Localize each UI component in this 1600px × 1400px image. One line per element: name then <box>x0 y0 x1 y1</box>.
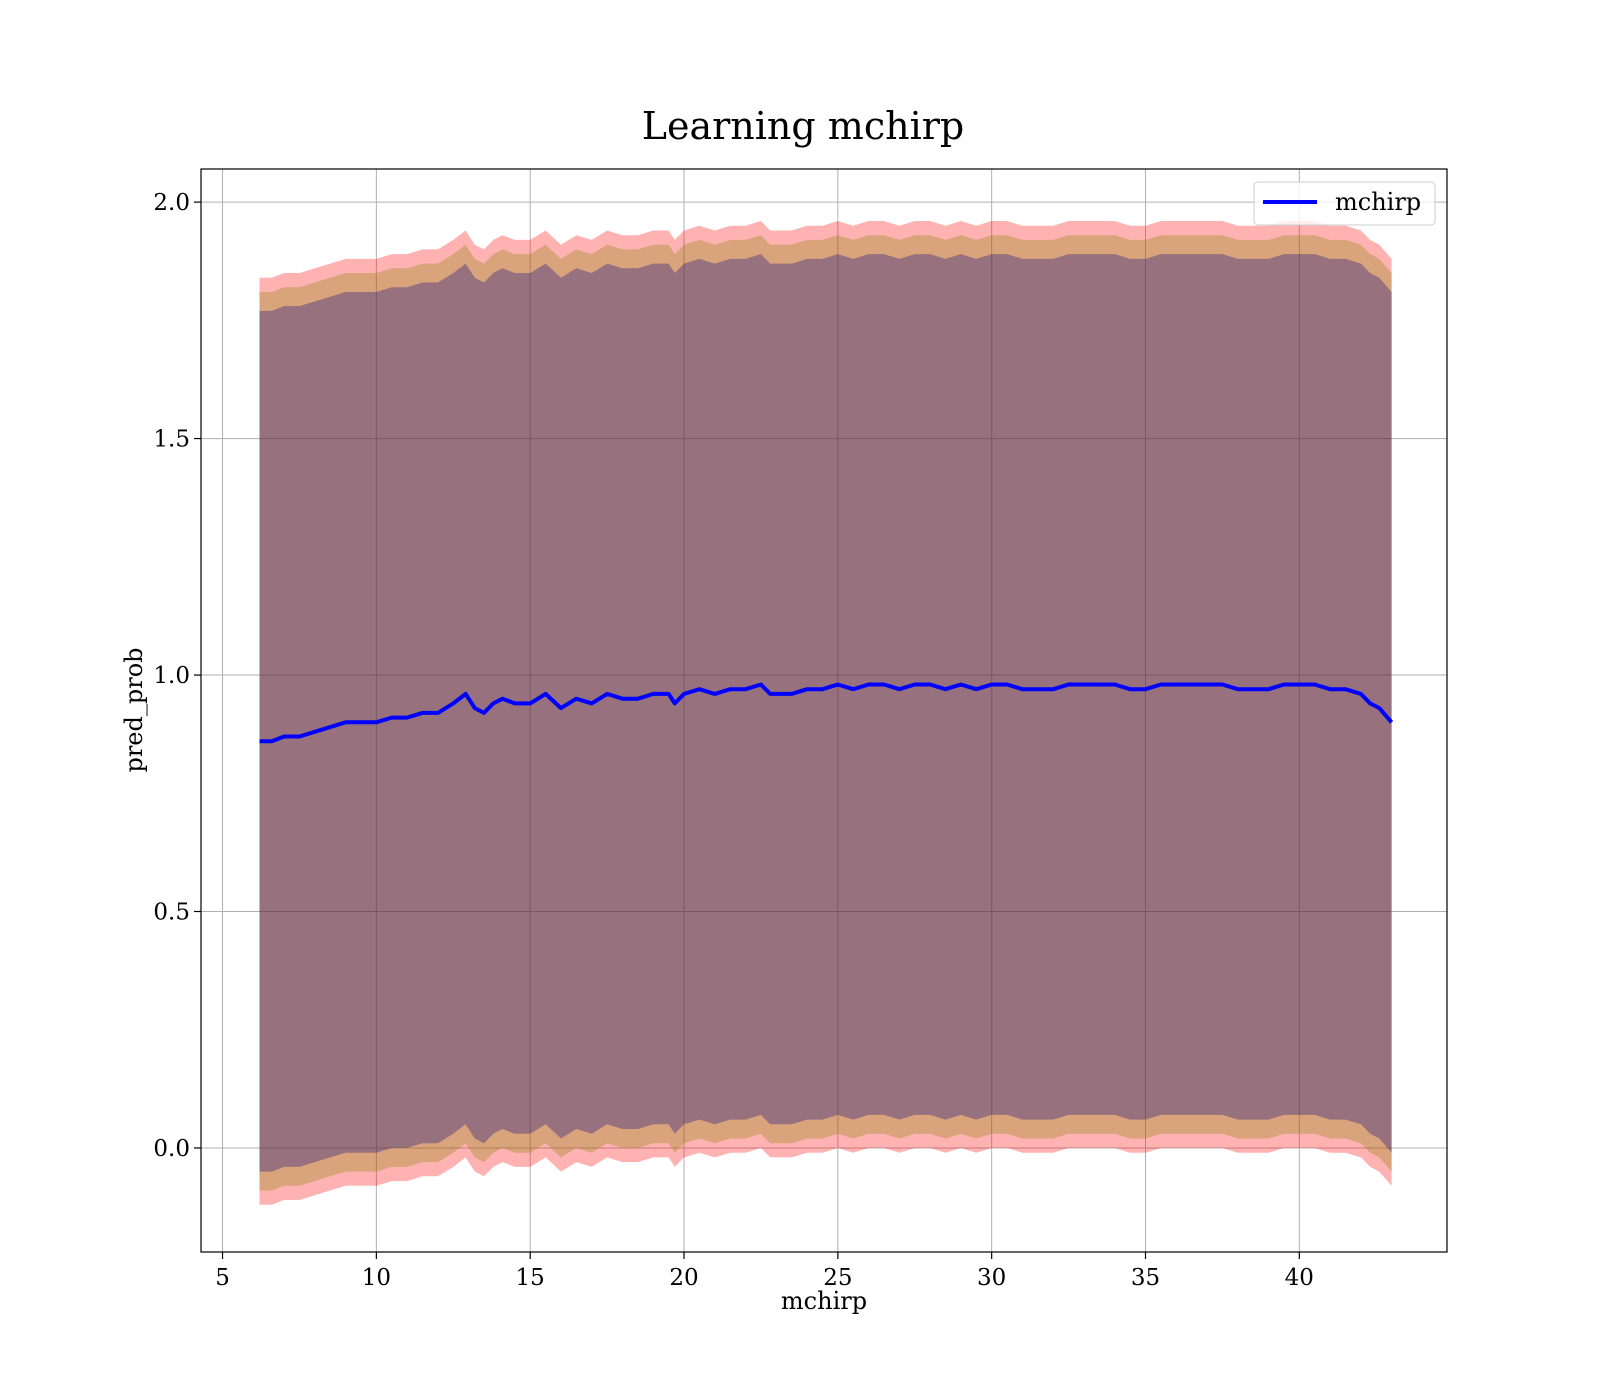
x-tick-label: 20 <box>669 1265 698 1291</box>
y-tick-label: 0.5 <box>153 899 190 925</box>
x-tick-label: 25 <box>823 1265 852 1291</box>
x-tick-label: 35 <box>1131 1265 1160 1291</box>
y-tick-label: 1.0 <box>153 663 190 689</box>
y-axis-label: pred_prob <box>120 647 148 772</box>
legend-label-mchirp: mchirp <box>1335 188 1421 216</box>
legend: mchirp <box>1253 181 1436 226</box>
band-layer <box>259 221 1392 1205</box>
x-axis-label: mchirp <box>781 1287 867 1315</box>
chart-title: Learning mchirp <box>642 104 964 148</box>
line-layer <box>259 682 1394 744</box>
x-tick-label: 30 <box>977 1265 1006 1291</box>
confidence-band-1 <box>259 221 1392 1205</box>
y-tick-label: 0.0 <box>153 1136 190 1162</box>
x-tick-label: 15 <box>516 1265 545 1291</box>
tick-layer: 5 10 15 20 25 30 35 40 0.0 0.5 1.0 1.5 2.0 <box>153 190 1314 1291</box>
grid-lines <box>201 169 1447 1252</box>
plot-frame <box>200 168 1448 1253</box>
confidence-band-2 <box>259 235 1392 1191</box>
x-tick-label: 40 <box>1285 1265 1314 1291</box>
confidence-band-3 <box>259 254 1392 1172</box>
series-line-mchirp <box>259 682 1394 744</box>
x-tick-label: 5 <box>215 1265 230 1291</box>
x-tick-label: 10 <box>362 1265 391 1291</box>
y-tick-label: 2.0 <box>153 190 190 216</box>
legend-box <box>1253 181 1436 226</box>
y-tick-label: 1.5 <box>153 427 190 453</box>
